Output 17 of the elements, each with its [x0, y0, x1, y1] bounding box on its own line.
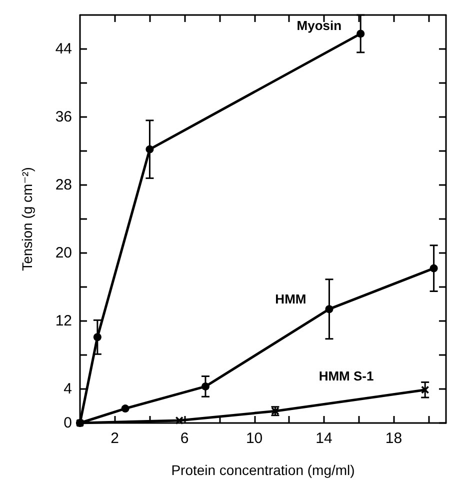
- y-tick-label: 20: [55, 244, 72, 262]
- y-tick-label: 44: [55, 40, 72, 58]
- x-tick-label: 10: [246, 430, 263, 447]
- y-tick-label: 28: [55, 176, 72, 194]
- y-tick-label: 4: [64, 380, 72, 398]
- x-axis-title: Protein concentration (mg/ml): [171, 462, 355, 478]
- series-label: HMM: [275, 292, 306, 307]
- x-tick-label: 2: [110, 430, 120, 447]
- series-label: HMM S-1: [318, 368, 374, 384]
- legend-label: Myosin: [296, 18, 342, 34]
- x-tick-label: 18: [385, 430, 402, 447]
- y-tick-label: 0: [64, 414, 72, 432]
- x-tick-label: 14: [316, 430, 332, 447]
- y-axis-title: Tension (g cm⁻²): [19, 167, 35, 271]
- y-tick-label: 36: [55, 108, 72, 126]
- y-tick-label: 12: [55, 312, 72, 330]
- x-tick-label: 6: [180, 430, 189, 447]
